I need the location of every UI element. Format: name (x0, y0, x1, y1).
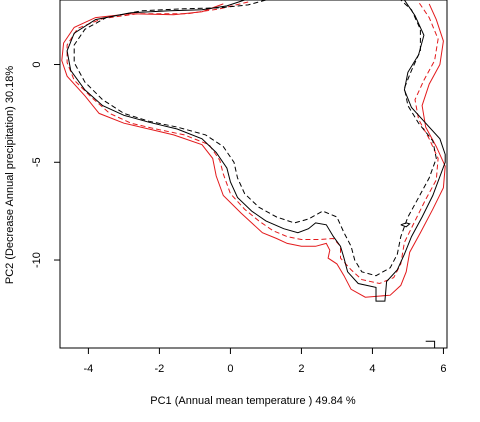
x-tick-label: -4 (84, 363, 94, 375)
x-axis-label: PC1 (Annual mean temperature ) 49.84 % (150, 395, 356, 407)
x-tick-label: 0 (227, 363, 233, 375)
density-peak (226, 70, 298, 108)
y-tick-label: 0 (31, 61, 43, 67)
x-tick-label: -2 (155, 363, 165, 375)
density-red-blob-3 (233, 40, 270, 58)
contour-line-2 (66, 1, 439, 285)
plot-frame (59, 0, 448, 349)
y-tick-label: -5 (31, 157, 43, 167)
y-axis: 0 -5 -10 (31, 61, 60, 268)
x-axis: -4 -2 0 2 4 6 (84, 348, 447, 375)
x-tick-label: 4 (369, 363, 375, 375)
contour-line-6 (425, 340, 436, 348)
density-surface (148, 40, 334, 108)
contour-line-3 (66, 0, 446, 302)
contour-lines (61, 0, 446, 348)
x-tick-label: 6 (440, 363, 446, 375)
contour-line-1 (61, 3, 446, 298)
y-tick-label: -10 (31, 252, 43, 268)
y-axis-label: PC2 (Decrease Annual precipitation) 30.1… (4, 66, 16, 285)
x-tick-label: 2 (298, 363, 304, 375)
contour-line-5 (400, 222, 411, 228)
